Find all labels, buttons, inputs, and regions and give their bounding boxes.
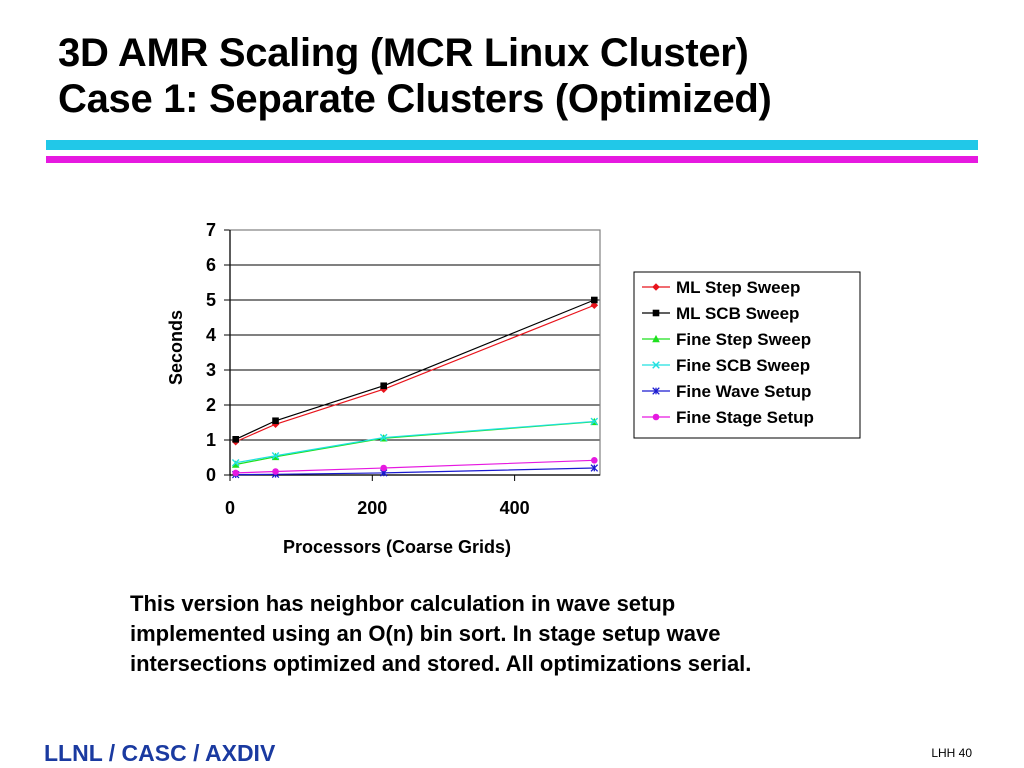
series-line bbox=[235, 420, 595, 464]
legend-entry: Fine Step Sweep bbox=[642, 330, 811, 349]
legend-label: Fine Wave Setup bbox=[676, 382, 811, 401]
legend-label: Fine SCB Sweep bbox=[676, 356, 810, 375]
x-tick-label: 400 bbox=[500, 498, 530, 518]
data-point bbox=[590, 301, 599, 310]
data-point bbox=[272, 417, 279, 425]
x-tick-label: 0 bbox=[225, 498, 235, 518]
scaling-chart: 0 1 2 3 4 5 6 7 0 200 400 Processors (Coarse Grids)… bbox=[166, 220, 861, 557]
y-tick-label: 3 bbox=[206, 360, 216, 380]
series-line bbox=[235, 421, 595, 466]
title-rule-cyan bbox=[46, 140, 978, 150]
caption-line: implemented using an O(n) bin sort. In s… bbox=[130, 621, 721, 646]
data-point bbox=[272, 468, 279, 475]
y-tick-label: 5 bbox=[206, 290, 216, 310]
legend-marker bbox=[652, 387, 660, 395]
data-point bbox=[232, 469, 239, 477]
data-point bbox=[379, 433, 388, 442]
caption: This version has neighbor calculation in… bbox=[130, 589, 930, 679]
legend-entry: Fine Wave Setup bbox=[642, 382, 811, 401]
legend-label: ML Step Sweep bbox=[676, 278, 800, 297]
caption-line: intersections optimized and stored. All … bbox=[130, 651, 752, 676]
legend-entry: ML SCB Sweep bbox=[642, 304, 799, 323]
footer-page-number: LHH 40 bbox=[931, 746, 972, 760]
title-line-1: 3D AMR Scaling (MCR Linux Cluster) bbox=[58, 31, 749, 75]
data-point bbox=[380, 464, 387, 472]
legend-label: ML SCB Sweep bbox=[676, 304, 799, 323]
y-tick-label: 1 bbox=[206, 430, 216, 450]
data-point bbox=[271, 451, 280, 460]
y-tick-label: 7 bbox=[206, 220, 216, 240]
legend-marker bbox=[652, 309, 660, 317]
title-rule-magenta bbox=[46, 156, 978, 163]
y-tick-label: 6 bbox=[206, 255, 216, 275]
y-axis-label: Seconds bbox=[166, 310, 186, 385]
legend-marker bbox=[652, 361, 660, 369]
legend-label: Fine Stage Setup bbox=[676, 408, 814, 427]
legend bbox=[633, 271, 861, 439]
marker-stroke bbox=[590, 417, 599, 426]
plot-area bbox=[229, 229, 601, 476]
legend-label: Fine Step Sweep bbox=[676, 330, 811, 349]
legend-marker bbox=[652, 334, 660, 343]
slide-title: 3D AMR Scaling (MCR Linux Cluster) Case … bbox=[58, 30, 772, 122]
data-point bbox=[231, 458, 240, 467]
legend-entry: Fine Stage Setup bbox=[642, 408, 814, 427]
series-line bbox=[235, 299, 595, 440]
series-line bbox=[235, 304, 595, 443]
x-tick-label: 200 bbox=[357, 498, 387, 518]
y-tick-label: 4 bbox=[206, 325, 216, 345]
marker-stroke bbox=[652, 361, 660, 369]
y-tick-label: 0 bbox=[206, 465, 216, 485]
data-point bbox=[231, 460, 240, 468]
marker-stroke bbox=[379, 433, 388, 442]
y-tick-label: 2 bbox=[206, 395, 216, 415]
series-line bbox=[235, 467, 595, 476]
data-point bbox=[380, 382, 387, 390]
footer-organization: LLNL / CASC / AXDIV bbox=[44, 740, 276, 766]
legend-entry: Fine SCB Sweep bbox=[642, 356, 810, 375]
marker-stroke bbox=[271, 451, 280, 460]
data-point bbox=[232, 436, 239, 443]
caption-line: This version has neighbor calculation in… bbox=[130, 591, 676, 616]
data-point bbox=[591, 296, 598, 304]
data-point bbox=[590, 464, 599, 472]
data-point bbox=[591, 457, 598, 464]
marker-stroke bbox=[231, 458, 240, 467]
legend-marker bbox=[652, 413, 660, 421]
series-line bbox=[235, 459, 595, 474]
x-axis-label: Processors (Coarse Grids) bbox=[283, 537, 511, 557]
title-line-2: Case 1: Separate Clusters (Optimized) bbox=[58, 77, 772, 121]
data-point bbox=[590, 417, 599, 426]
